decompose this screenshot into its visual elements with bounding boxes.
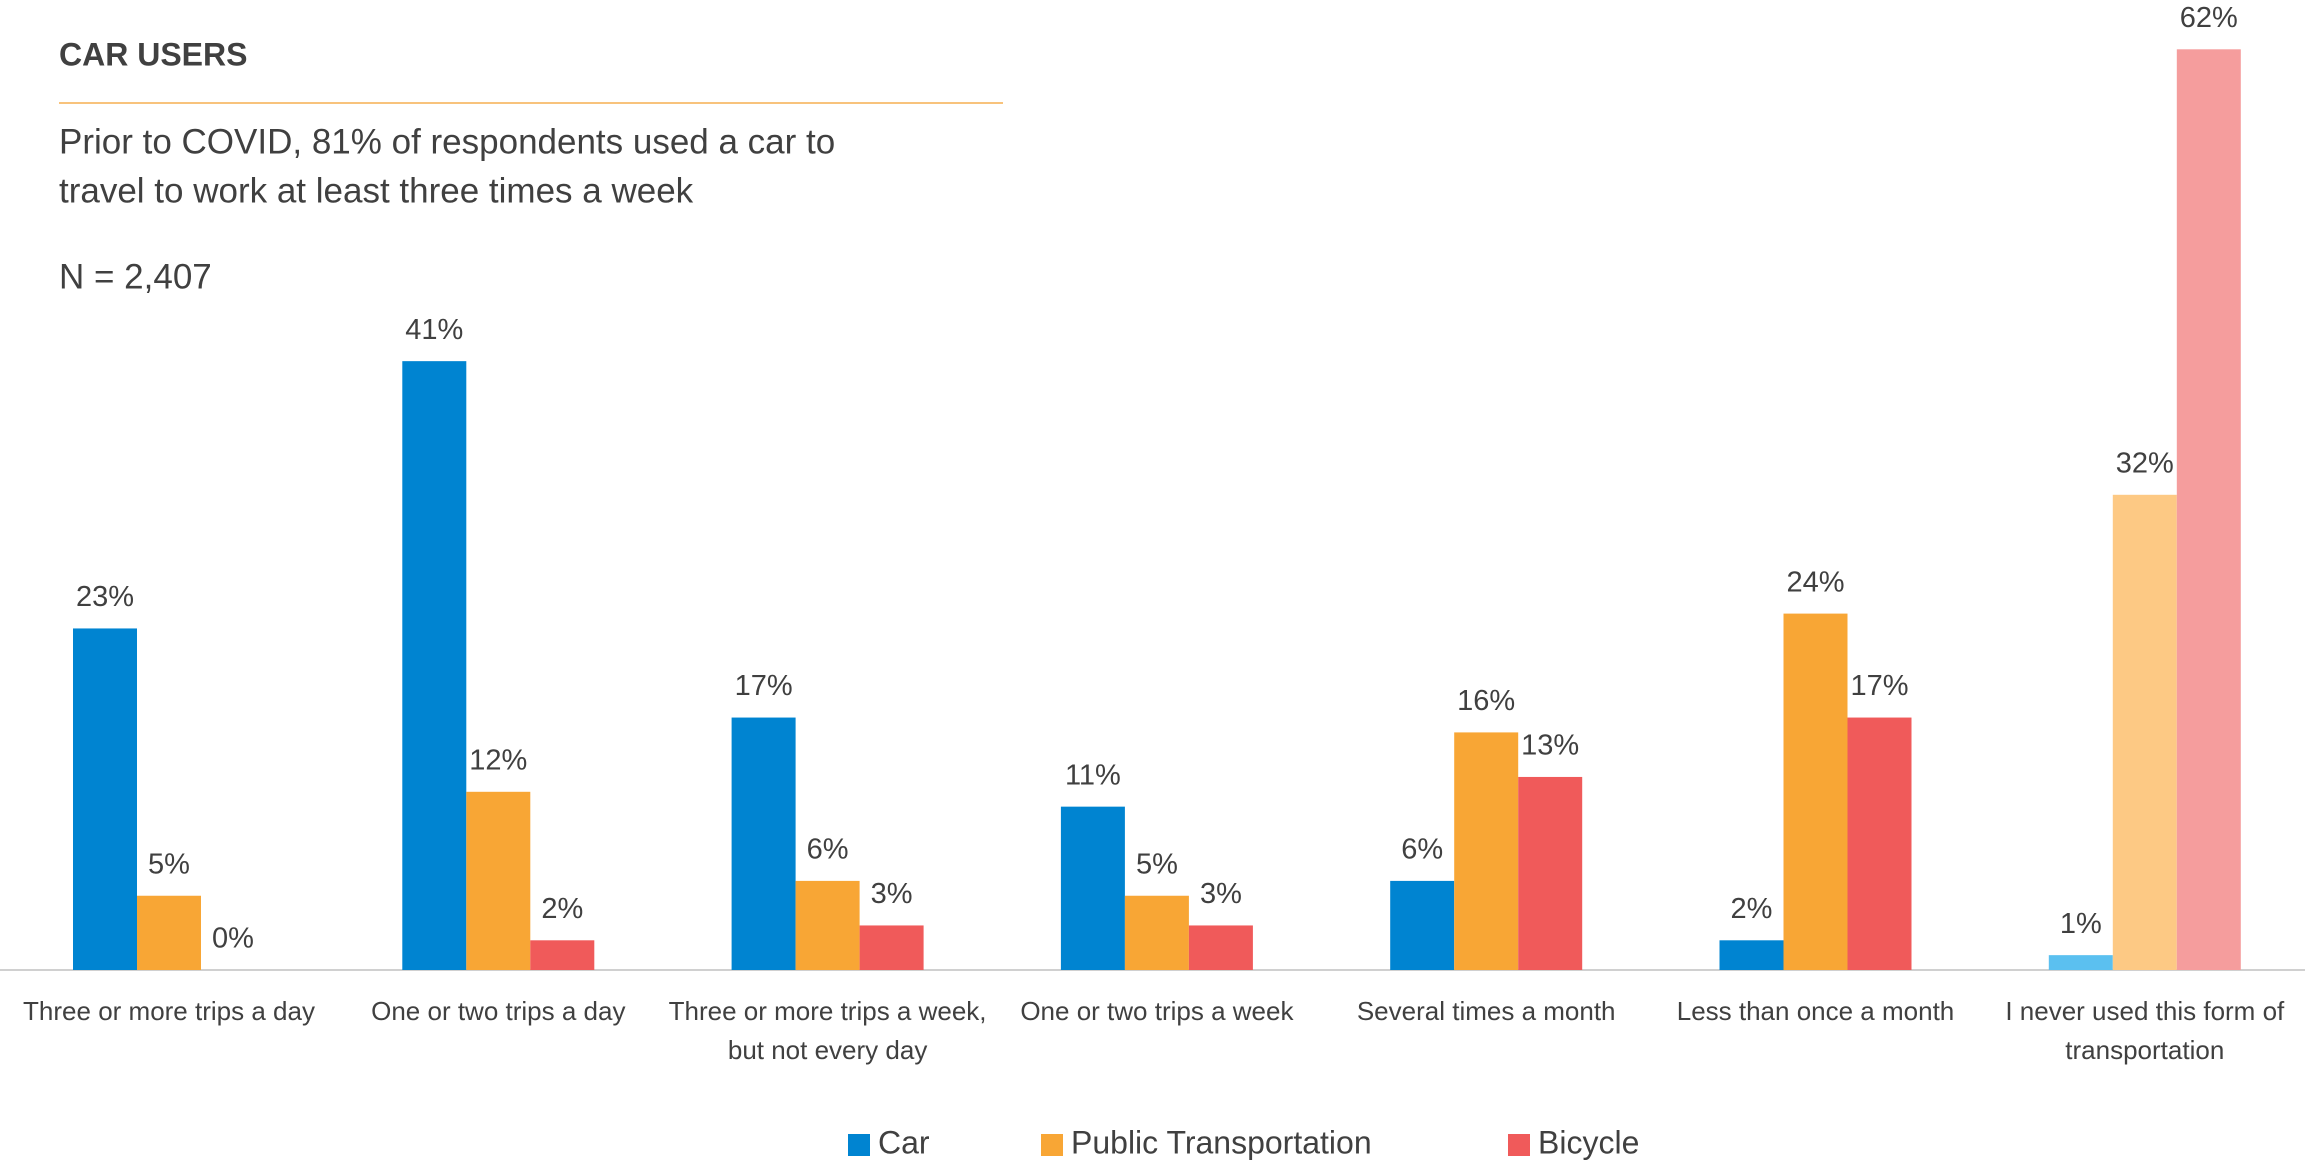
note: N = 2,407 xyxy=(59,257,212,296)
bar xyxy=(1060,806,1125,970)
value-label: 17% xyxy=(735,670,793,702)
x-tick-label: Less than once a month xyxy=(1676,996,1955,1026)
bar xyxy=(1518,776,1583,970)
bar xyxy=(402,361,467,970)
legend-swatch xyxy=(1041,1134,1063,1156)
value-label: 2% xyxy=(1731,893,1773,925)
value-label: 17% xyxy=(1850,670,1908,702)
bar xyxy=(731,717,796,970)
x-tick-label: One or two trips a week xyxy=(1020,996,1294,1026)
bar xyxy=(466,791,531,970)
bar xyxy=(1783,613,1848,970)
bar xyxy=(1454,732,1519,970)
bar xyxy=(1719,940,1784,970)
value-label: 1% xyxy=(2060,908,2102,940)
value-label: 13% xyxy=(1521,730,1579,762)
bar xyxy=(73,628,137,970)
x-tick-label: I never used this form of transportation xyxy=(2005,996,2285,1065)
value-label: 2% xyxy=(541,893,583,925)
value-label: 12% xyxy=(469,744,527,776)
value-label: 62% xyxy=(2180,2,2238,34)
value-label: 41% xyxy=(405,314,463,346)
bar xyxy=(795,880,860,970)
value-label: 3% xyxy=(871,878,913,910)
value-label: 24% xyxy=(1786,566,1844,598)
bar xyxy=(859,925,924,970)
subtitle: travel to work at least three times a we… xyxy=(59,171,694,210)
bar xyxy=(2112,494,2177,970)
x-tick-label: Three or more trips a week, but not ever… xyxy=(668,996,987,1065)
legend-swatch xyxy=(1508,1134,1530,1156)
x-tick-label: Three or more trips a day xyxy=(23,996,315,1026)
x-tick-label: One or two trips a day xyxy=(371,996,626,1026)
legend-label: Bicycle xyxy=(1538,1124,1639,1160)
legend-swatch xyxy=(848,1134,870,1156)
chart-title: CAR USERS xyxy=(59,36,247,72)
value-label: 6% xyxy=(1401,834,1443,866)
value-label: 32% xyxy=(2116,447,2174,479)
legend-label: Public Transportation xyxy=(1071,1124,1372,1160)
bar xyxy=(2176,49,2241,971)
bar xyxy=(1124,895,1189,970)
value-label: 3% xyxy=(1200,878,1242,910)
value-label: 11% xyxy=(1065,759,1121,791)
value-label: 23% xyxy=(76,581,134,613)
bar xyxy=(137,895,201,970)
value-label: 5% xyxy=(1136,848,1178,880)
value-label: 0% xyxy=(212,923,254,955)
x-tick-label: Several times a month xyxy=(1356,996,1616,1026)
legend-label: Car xyxy=(878,1124,930,1160)
bar xyxy=(1390,880,1455,970)
value-label: 16% xyxy=(1457,685,1515,717)
bar xyxy=(1847,717,1912,970)
value-label: 6% xyxy=(807,834,849,866)
bar xyxy=(530,940,595,970)
value-label: 5% xyxy=(148,848,190,880)
bar xyxy=(2048,955,2113,970)
bar xyxy=(1188,925,1253,970)
subtitle: Prior to COVID, 81% of respondents used … xyxy=(59,122,835,161)
